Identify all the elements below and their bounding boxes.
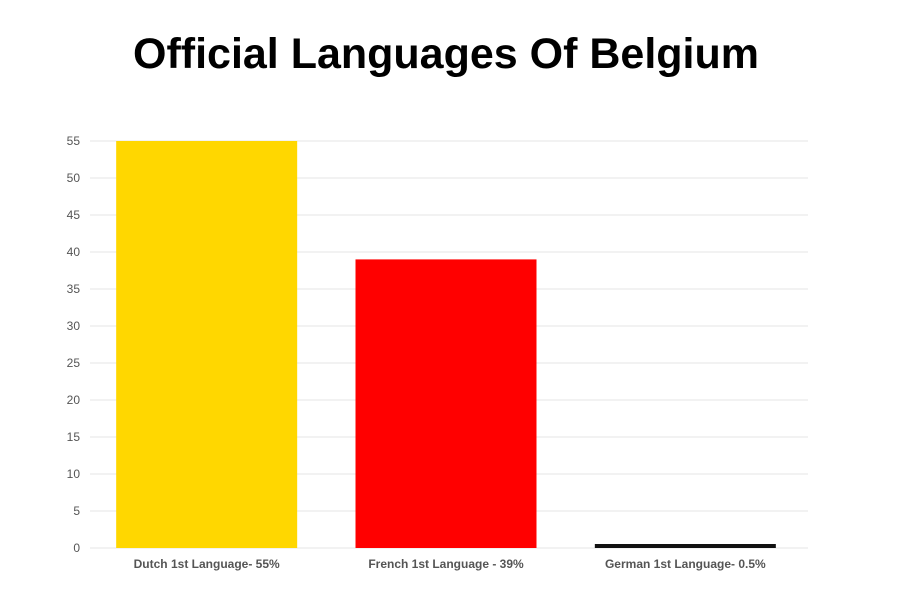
y-tick-label: 5 xyxy=(73,504,80,518)
x-axis-labels: Dutch 1st Language- 55% French 1st Langua… xyxy=(134,557,766,571)
y-tick-label: 15 xyxy=(67,430,81,444)
y-tick-label: 50 xyxy=(67,171,81,185)
y-tick-label: 45 xyxy=(67,208,81,222)
y-tick-label: 30 xyxy=(67,319,81,333)
y-tick-label: 40 xyxy=(67,245,81,259)
x-category-label: French 1st Language - 39% xyxy=(368,557,524,571)
bars xyxy=(116,141,776,548)
chart-title: Official Languages Of Belgium xyxy=(133,30,759,78)
y-tick-label: 10 xyxy=(67,467,81,481)
bar xyxy=(594,544,776,548)
y-tick-label: 55 xyxy=(67,134,81,148)
y-tick-label: 25 xyxy=(67,356,81,370)
bar xyxy=(355,259,537,548)
x-category-label: German 1st Language- 0.5% xyxy=(605,557,766,571)
y-tick-label: 0 xyxy=(73,541,80,555)
y-tick-label: 35 xyxy=(67,282,81,296)
x-category-label: Dutch 1st Language- 55% xyxy=(134,557,280,571)
bar xyxy=(116,141,298,548)
y-tick-label: 20 xyxy=(67,393,81,407)
y-axis-ticks: 0 5 10 15 20 25 30 35 40 45 50 55 xyxy=(67,134,81,555)
